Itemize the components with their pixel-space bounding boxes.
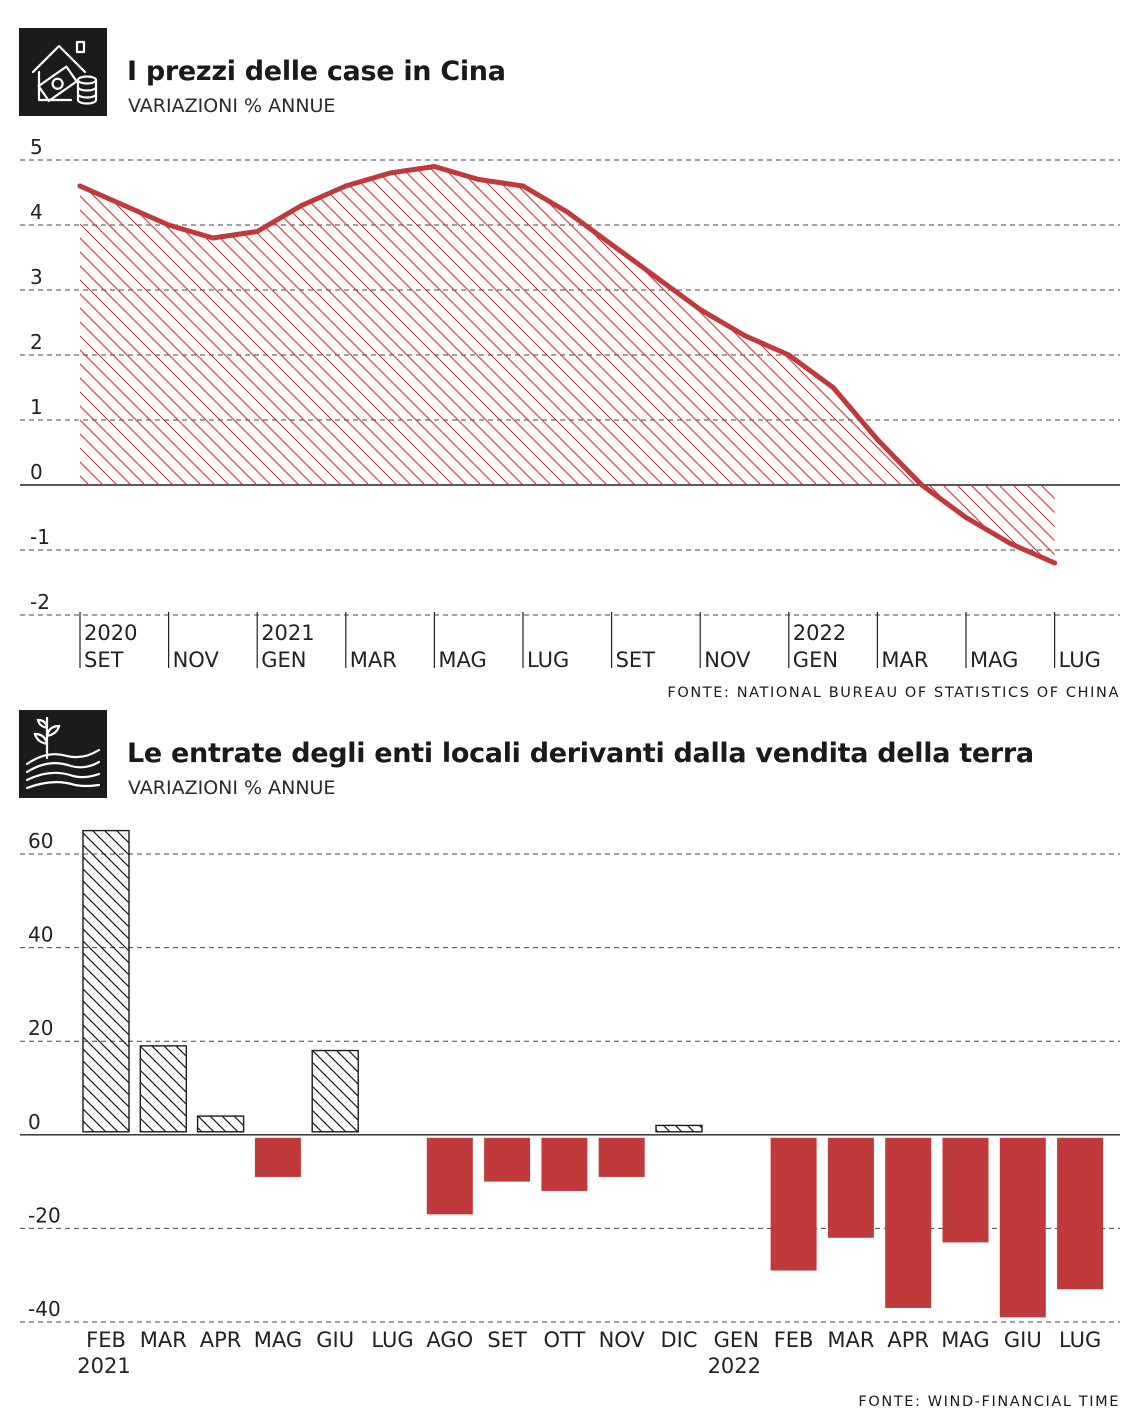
bar-negative (426, 1137, 473, 1215)
x-tick-label: OTT (543, 1328, 585, 1352)
x-tick-label: APR (887, 1328, 929, 1352)
house-price-area-chart: 5 4 3 2 1 0 -1 -2 2020 SET NOV 2021 GEN MAR MAG LUG SET N… (20, 135, 1120, 672)
bar-negative (942, 1137, 989, 1243)
data-point (299, 203, 304, 208)
chart-source: FONTE: WIND-FINANCIAL TIME (858, 1394, 1120, 1410)
x-year-label: 2020 (84, 621, 137, 645)
x-tick-label: NOV (173, 648, 220, 672)
y-tick-label: 5 (30, 135, 43, 159)
x-tick-label: MAR (140, 1328, 187, 1352)
house-money-icon (19, 28, 107, 116)
bar-positive (655, 1124, 703, 1133)
x-tick-label: MAR (881, 648, 928, 672)
data-point (166, 222, 172, 228)
data-point (210, 235, 216, 241)
bar-positive (311, 1049, 359, 1133)
data-point (830, 385, 836, 390)
x-tick-label: GEN (261, 648, 306, 672)
data-point (963, 515, 969, 520)
x-tick-label: MAG (254, 1328, 302, 1352)
x-tick-label: LUG (1059, 648, 1101, 672)
x-tick-label: SET (84, 648, 124, 672)
data-point (476, 177, 482, 182)
y-tick-label: 0 (30, 460, 43, 484)
x-tick-label: LUG (1059, 1328, 1101, 1352)
data-point (121, 203, 127, 208)
land-revenue-bar-chart: 60 40 20 0 -20 -40 FEB MAR APR MAG GIU LUG AGO SET OTT… (20, 829, 1120, 1378)
y-tick-label: -2 (30, 590, 50, 614)
y-tick-label: -1 (30, 525, 50, 549)
bar-positive (82, 829, 130, 1133)
x-year-label: 2021 (261, 621, 314, 645)
bar-negative (1057, 1137, 1104, 1290)
x-tick-label: DIC (660, 1328, 697, 1352)
data-point (786, 352, 792, 358)
bar-negative (827, 1137, 874, 1238)
area-fill (80, 166, 1055, 563)
data-point (387, 170, 393, 176)
y-tick-label: 0 (28, 1110, 41, 1134)
bar-negative (999, 1137, 1046, 1318)
bar-negative (484, 1137, 531, 1182)
y-tick-label: -40 (28, 1297, 61, 1321)
x-tick-label: GEN (793, 648, 838, 672)
y-tick-label: -20 (28, 1203, 61, 1227)
data-point (343, 183, 349, 189)
x-tick-label: FEB (86, 1328, 126, 1352)
data-point (564, 209, 570, 215)
y-tick-label: 3 (30, 265, 43, 289)
data-point (697, 307, 703, 312)
data-point (1007, 541, 1013, 546)
x-tick-label: GIU (1004, 1328, 1042, 1352)
chart-subtitle: VARIAZIONI % ANNUE (128, 777, 336, 799)
bar-positive (139, 1045, 188, 1133)
x-tick-label: AGO (426, 1328, 473, 1352)
bar-negative (541, 1137, 588, 1191)
chart-title: I prezzi delle case in Cina (127, 56, 506, 87)
bar-negative (885, 1137, 932, 1308)
chart-source: FONTE: NATIONAL BUREAU OF STATISTICS OF … (667, 685, 1120, 701)
y-tick-label: 2 (30, 330, 43, 354)
x-tick-label: NOV (704, 648, 751, 672)
x-tick-label: GEN (714, 1328, 759, 1352)
x-tick-label: GIU (316, 1328, 354, 1352)
x-tick-label: MAG (941, 1328, 989, 1352)
bar-negative (598, 1137, 645, 1177)
data-point (653, 274, 659, 280)
y-tick-label: 40 (28, 923, 53, 947)
data-point (520, 183, 526, 189)
x-year-label: 2021 (77, 1354, 130, 1378)
bar-negative (254, 1137, 301, 1177)
data-point (77, 183, 83, 189)
x-tick-label: MAR (350, 648, 397, 672)
data-point (1052, 560, 1058, 566)
x-tick-label: MAG (970, 648, 1018, 672)
x-year-label: 2022 (793, 621, 846, 645)
bar-positive (196, 1115, 245, 1133)
y-tick-label: 60 (28, 829, 53, 853)
chart-subtitle: VARIAZIONI % ANNUE (128, 95, 336, 117)
y-tick-label: 20 (28, 1016, 53, 1040)
data-point (254, 229, 260, 234)
land-plant-icon (19, 710, 107, 798)
y-tick-label: 1 (30, 395, 43, 419)
data-point (919, 482, 925, 488)
data-point (874, 437, 880, 442)
data-point (431, 164, 437, 169)
x-tick-label: NOV (599, 1328, 646, 1352)
data-point (609, 242, 615, 247)
x-tick-label: MAR (827, 1328, 874, 1352)
x-year-label: 2022 (708, 1354, 761, 1378)
y-tick-label: 4 (30, 200, 43, 224)
x-tick-label: LUG (371, 1328, 413, 1352)
x-tick-label: SET (487, 1328, 527, 1352)
x-tick-label: SET (616, 648, 656, 672)
x-tick-label: APR (200, 1328, 242, 1352)
x-tick-label: FEB (774, 1328, 814, 1352)
chart-title: Le entrate degli enti locali derivanti d… (127, 738, 1034, 769)
data-point (742, 333, 747, 338)
x-tick-label: MAG (438, 648, 486, 672)
bar-negative (770, 1137, 817, 1271)
x-tick-label: LUG (527, 648, 569, 672)
